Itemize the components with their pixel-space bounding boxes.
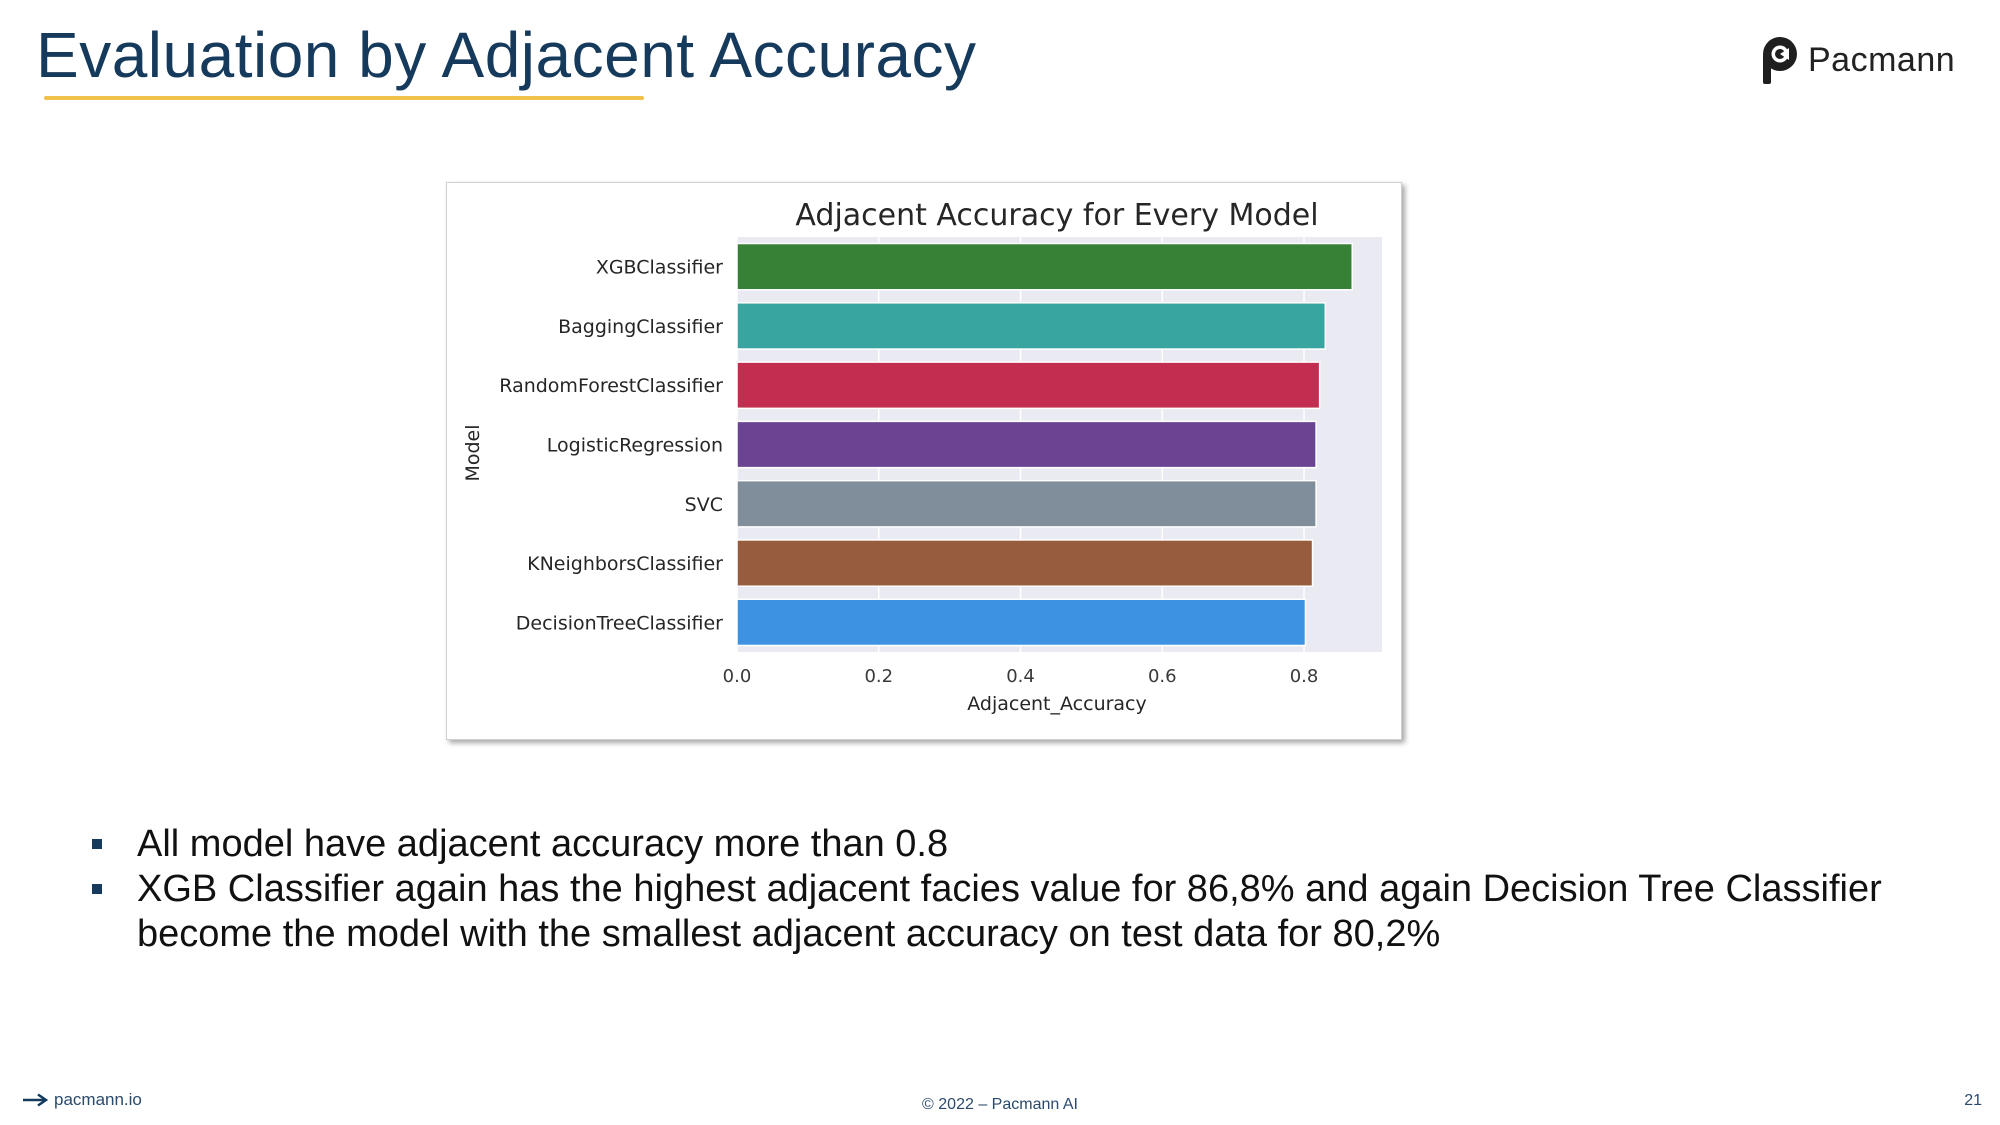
bar [736,302,1327,350]
x-tick-label: 0.4 [1006,666,1035,687]
pacmann-logo-icon [1763,37,1797,84]
bar [736,361,1321,410]
category-labels: XGBClassifier BaggingClassifier RandomFore… [499,257,723,635]
x-tick-label: 0.2 [864,666,893,687]
bar [736,479,1317,528]
slide-title: Evaluation by Adjacent Accuracy [36,19,977,91]
bar [736,539,1314,587]
arrow-right-icon [23,1093,48,1107]
y-axis-label: Model [462,424,484,481]
category-label: BaggingClassifier [558,316,723,338]
category-label: DecisionTreeClassifier [516,612,723,634]
footer-link-text: pacmann.io [54,1090,142,1109]
chart-title: Adjacent Accuracy for Every Model [795,198,1318,233]
brand-name: Pacmann [1808,40,1956,79]
page-number: 21 [1964,1092,1982,1109]
bullet-list: All model have adjacent accuracy more th… [90,822,1970,957]
x-axis-label: Adjacent_Accuracy [967,693,1147,715]
footer-website-link[interactable]: pacmann.io [22,1090,142,1110]
x-tick-labels: 0.0 0.2 0.4 0.6 0.8 [723,666,1319,687]
bar-chart: XGBClassifier BaggingClassifier RandomFore… [462,198,1382,715]
category-label: KNeighborsClassifier [527,553,723,575]
bullet-item: All model have adjacent accuracy more th… [90,822,1970,867]
x-tick-label: 0.0 [723,666,752,687]
chart-frame: XGBClassifier BaggingClassifier RandomFore… [446,182,1402,740]
bar [736,242,1353,291]
bar [736,598,1307,647]
bullet-text: XGB Classifier again has the highest adj… [137,868,1882,955]
category-label: LogisticRegression [547,435,723,457]
bar [736,420,1317,469]
bullet-item: XGB Classifier again has the highest adj… [90,867,1970,957]
category-label: XGBClassifier [596,257,723,279]
category-label: SVC [685,494,723,516]
bars [736,242,1353,647]
title-underline [44,96,644,100]
copyright-text: © 2022 – Pacmann AI [922,1096,1078,1113]
x-tick-label: 0.6 [1148,666,1177,687]
bullet-text: All model have adjacent accuracy more th… [137,823,949,865]
bullet-marker [92,884,102,894]
category-label: RandomForestClassifier [499,375,723,397]
brand-logo: Pacmann [1760,34,1955,86]
bullet-marker [92,839,102,849]
x-tick-label: 0.8 [1290,666,1319,687]
